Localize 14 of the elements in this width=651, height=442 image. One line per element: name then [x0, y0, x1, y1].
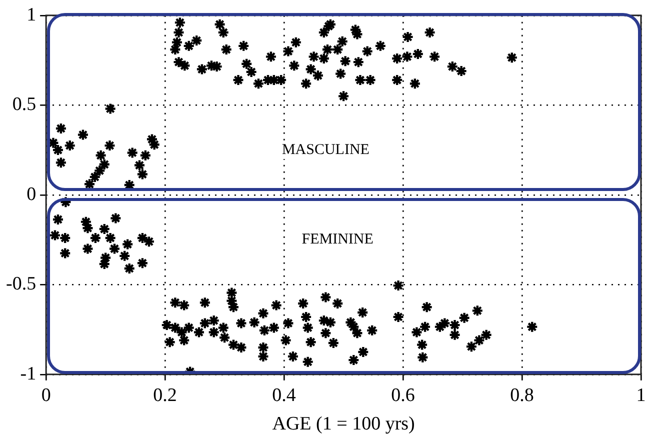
- x-tick-label: 1: [636, 384, 646, 406]
- y-tick-label: -0.5: [6, 274, 36, 295]
- y-tick-label: 1: [26, 4, 36, 26]
- x-axis-title: AGE (1 = 100 yrs): [272, 414, 415, 435]
- annotation: FEMININE: [302, 232, 374, 248]
- x-tick-label: 0.4: [272, 384, 296, 406]
- x-tick-label: 0: [41, 384, 51, 406]
- x-tick-label: 0.2: [153, 384, 177, 406]
- y-tick-label: 0: [26, 184, 36, 205]
- x-tick-label: 0.6: [391, 384, 415, 406]
- y-tick-label: 0.5: [12, 94, 36, 116]
- y-tick-label: -1: [20, 363, 36, 384]
- annotation: MASCULINE: [282, 142, 370, 158]
- x-tick-label: 0.8: [510, 384, 534, 406]
